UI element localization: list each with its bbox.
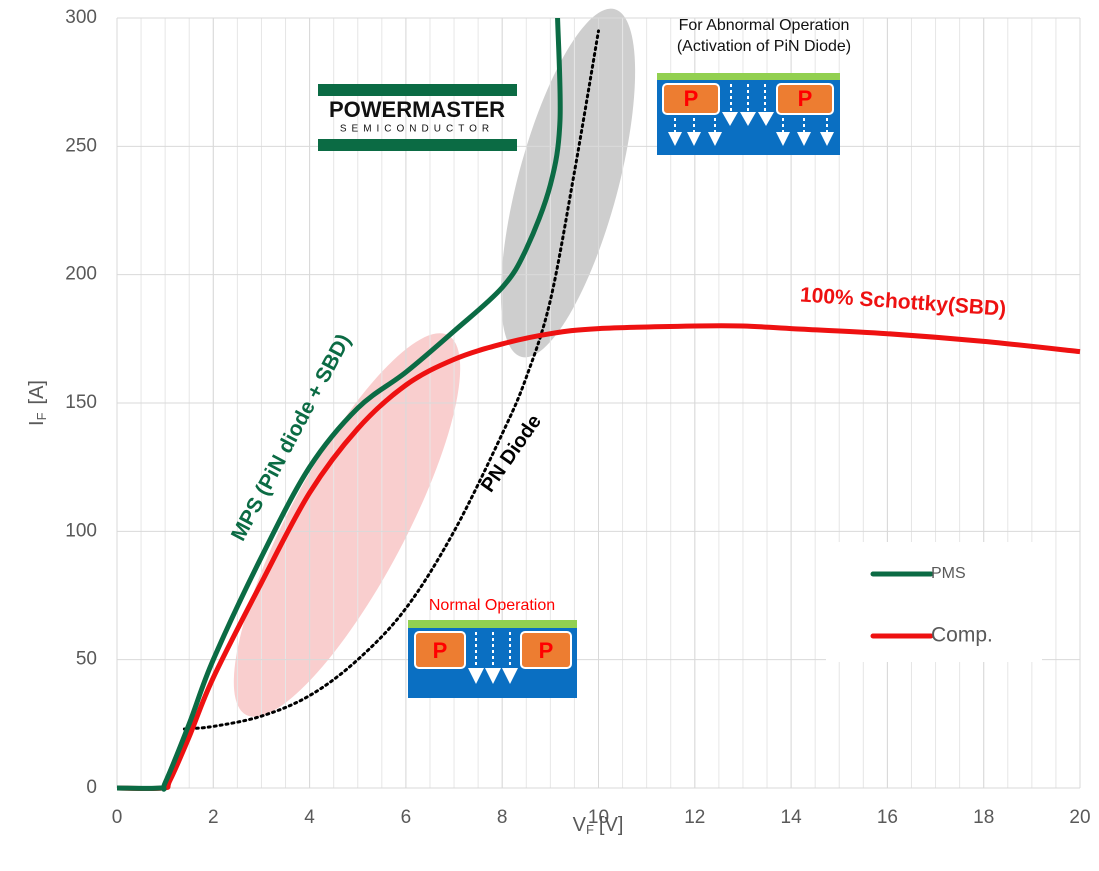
chart: POWERMASTER SEMICONDUCTOR For Abnormal O… [0,0,1099,871]
x-tick-label: 12 [684,807,705,828]
x-tick-label: 8 [497,807,508,828]
x-tick-label: 6 [401,807,412,828]
annotation: (Activation of PiN Diode) [677,38,851,55]
diagram-label: P [798,86,813,111]
y-tick-label: 100 [65,520,97,541]
annotation: For Abnormal Operation [679,17,850,34]
annotation: Normal Operation [429,597,555,614]
diagram-label: P [433,638,448,663]
legend-label: PMS [931,565,966,582]
x-tick-label: 4 [304,807,315,828]
logo-subtext: SEMICONDUCTOR [340,124,494,135]
y-tick-label: 150 [65,392,97,413]
x-tick-label: 14 [781,807,803,828]
logo-bar [318,139,517,151]
annotation: PN Diode [477,411,546,496]
logo-text: POWERMASTER [329,97,505,122]
y-tick-label: 0 [86,777,97,798]
y-tick-label: 200 [65,264,97,285]
y-tick-label: 300 [65,7,97,28]
grid [117,18,1080,788]
logo-bar [318,84,517,96]
legend-label: Comp. [931,624,993,647]
highlight-ellipse [473,0,663,370]
diagram-label: P [684,86,699,111]
x-tick-label: 0 [112,807,123,828]
x-tick-label: 20 [1069,807,1090,828]
x-tick-label: 2 [208,807,219,828]
x-tick-label: 16 [877,807,898,828]
y-tick-label: 250 [65,135,97,156]
y-tick-label: 50 [76,649,97,670]
x-tick-label: 10 [588,807,609,828]
x-tick-label: 18 [973,807,994,828]
y-axis-title: IF[A] [26,380,49,426]
page: {"chart_data": { "type": "line", "xlabel… [0,0,1099,871]
annotation: 100% Schottky(SBD) [799,283,1007,320]
diagram-label: P [539,638,554,663]
